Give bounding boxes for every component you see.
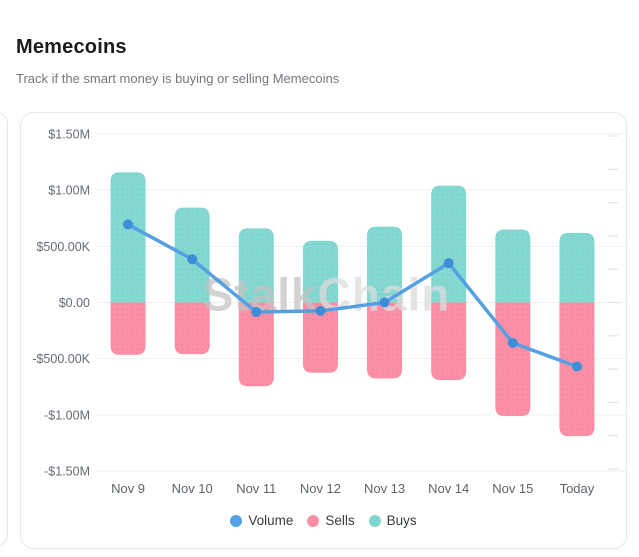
page-title: Memecoins [16,36,127,58]
x-axis-label: Nov 15 [492,481,533,496]
volume-point[interactable] [123,219,134,230]
buys-bar[interactable] [302,240,338,303]
legend-item-buys[interactable]: Buys [368,513,417,528]
legend-label: Sells [325,513,355,528]
adjacent-card-edge [0,112,8,546]
legend-dot-sells [307,514,320,527]
y-axis-label: -$1.50M [44,465,90,479]
watermark: StalkChain [203,269,451,321]
legend-item-volume[interactable]: Volume [230,513,293,528]
sells-bar[interactable] [174,302,210,355]
volume-point[interactable] [251,307,262,318]
y-axis-label: $1.00M [48,184,90,198]
x-axis-label: Nov 13 [364,481,405,496]
page-subtitle: Track if the smart money is buying or se… [16,71,340,86]
y-axis-label: $1.50M [48,128,90,142]
y-axis-label: -$500.00K [32,352,90,366]
sells-bar[interactable] [367,302,403,379]
section-header: Memecoins Track if the smart money is bu… [16,36,339,86]
volume-point[interactable] [187,254,198,265]
x-axis-label: Nov 10 [172,481,213,496]
legend-label: Buys [386,513,417,528]
x-axis-label: Nov 12 [300,481,341,496]
volume-line[interactable] [126,222,579,369]
y-axis-label: $500.00K [36,240,90,254]
x-axis-label: Nov 11 [236,481,276,496]
chart-card: $1.50M $1.00M $500.00K $0.00 -$500.00K -$1.00… [20,112,627,549]
legend-label: Volume [248,513,294,528]
x-axis-label: Nov 14 [428,481,469,496]
volume-point[interactable] [379,297,390,308]
volume-point[interactable] [443,258,454,269]
memecoins-chart[interactable]: $1.50M $1.00M $500.00K $0.00 -$500.00K -$1.00… [21,113,626,548]
sells-bar[interactable] [302,302,338,373]
legend-dot-volume [230,514,243,527]
x-axis-label: Today [560,481,595,496]
volume-point[interactable] [315,305,326,316]
y-axis-label: -$1.00M [44,408,90,422]
volume-point[interactable] [507,337,518,348]
buys-bar[interactable] [110,172,146,303]
sells-bar[interactable] [431,302,467,381]
sells-bar[interactable] [238,302,274,387]
buys-bar[interactable] [495,229,531,303]
volume-point[interactable] [571,361,582,372]
legend-dot-buys [368,514,381,527]
buys-bar[interactable] [559,232,595,303]
chart-legend: Volume Sells Buys [21,513,626,528]
legend-item-sells[interactable]: Sells [307,513,355,528]
buys-bar[interactable] [238,228,274,303]
x-axis-label: Nov 9 [111,481,145,496]
y-axis-label: $0.00 [59,296,90,310]
sells-bar[interactable] [495,302,531,416]
buys-bar[interactable] [367,226,403,303]
sells-bar[interactable] [110,302,146,355]
